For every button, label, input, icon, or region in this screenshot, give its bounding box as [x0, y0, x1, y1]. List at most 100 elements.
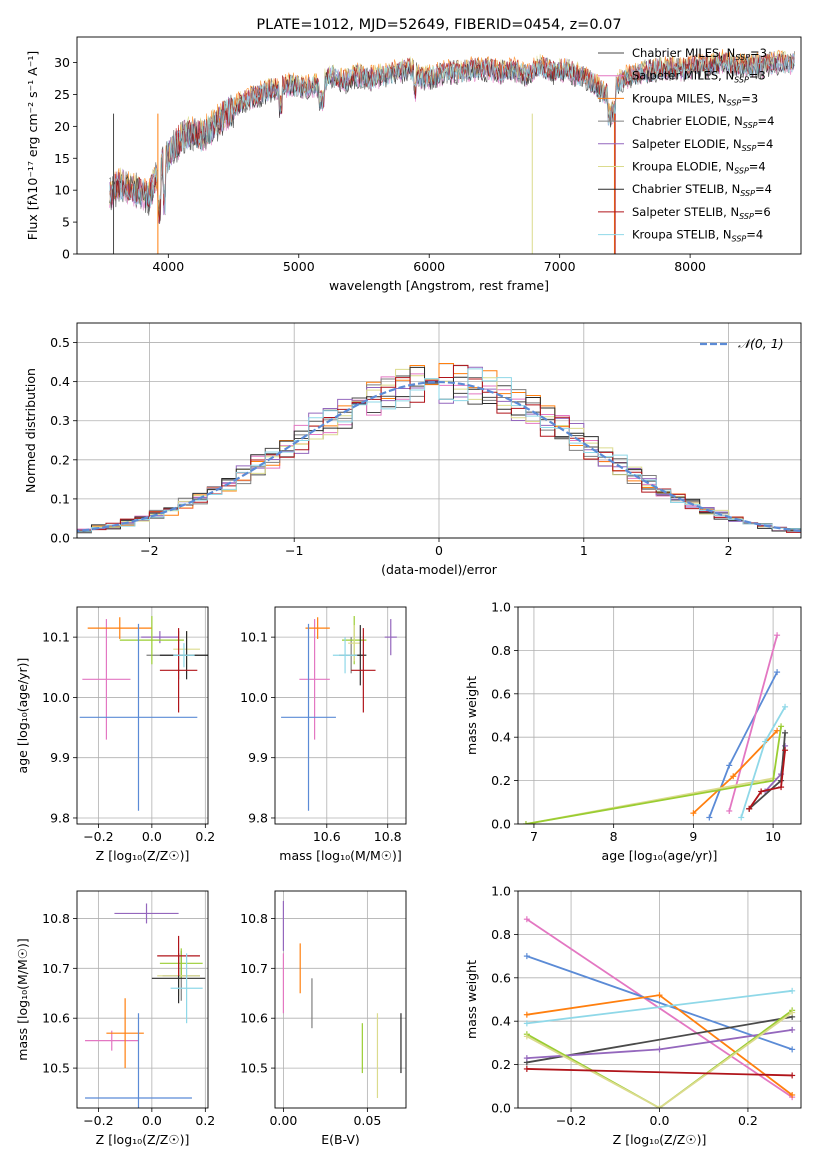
legend-label-text: Salpeter STELIB, N: [632, 205, 739, 219]
axes-frame: [76, 36, 802, 255]
x-tick-label: 7: [530, 829, 538, 844]
y-tick-label: 0.5: [50, 335, 70, 350]
axes-frame: [76, 890, 209, 1109]
spectrum-series-line: [109, 53, 795, 214]
weight-line: [748, 750, 786, 810]
y-axis-label: mass weight: [464, 960, 479, 1039]
y-axis-label: age [log₁₀(age/yr)]: [15, 658, 30, 774]
y-tick-label: 0.2: [50, 452, 70, 467]
x-tick-label: 8: [610, 829, 618, 844]
y-tick-label: 10.8: [42, 911, 70, 926]
weight-line: [526, 1011, 793, 1108]
y-tick-label: 10.1: [42, 630, 70, 645]
axes-frame: [517, 606, 802, 825]
x-tick-label: 0.2: [738, 1113, 758, 1128]
legend-subscript: SSP: [734, 167, 749, 176]
weight-line: [728, 634, 778, 812]
legend-label-value: =4: [746, 228, 763, 242]
y-tick-label: 0.0: [491, 817, 511, 832]
legend-label: Salpeter STELIB, NSSP=6: [632, 205, 771, 221]
y-tick-label: 0.6: [491, 686, 511, 701]
legend-label: Chabrier MILES, NSSP=3: [632, 46, 767, 62]
legend-label-text: Kroupa MILES, N: [632, 91, 727, 105]
legend-label: Chabrier STELIB, NSSP=4: [632, 182, 772, 198]
legend-label-value: =4: [756, 137, 773, 151]
y-tick-label: 5: [62, 215, 70, 230]
weight-line: [526, 918, 793, 1098]
y-tick-label: 9.9: [50, 750, 70, 765]
x-tick-label: −1: [285, 543, 303, 558]
y-axis-label: Normed distribution: [23, 368, 38, 493]
y-tick-label: 10: [54, 183, 70, 198]
legend-label-text: Salpeter MILES, N: [632, 69, 734, 83]
legend-label-value: =4: [755, 182, 772, 196]
axes-age_vs_Z: −0.2 0.0 0.2 9.8 9.9 10.0 10.1 Z [log₁₀(Z/Z☉)] a…: [15, 606, 215, 863]
x-tick-label: 10: [765, 829, 781, 844]
y-tick-label: 9.8: [248, 810, 268, 825]
chart-title: PLATE=1012, MJD=52649, FIBERID=0454, z=0…: [256, 17, 621, 33]
x-axis-label: (data-model)/error: [381, 562, 498, 577]
legend-subscript: SSP: [743, 121, 758, 130]
x-tick-label: 10.6: [313, 829, 341, 844]
legend-label: Kroupa ELODIE, NSSP=4: [632, 160, 766, 176]
legend-subscript: SSP: [732, 235, 747, 244]
legend-label-text: Kroupa STELIB, N: [632, 228, 732, 242]
plot-area-weight_vs_Z: [523, 916, 796, 1108]
x-tick-label: −0.2: [556, 1113, 586, 1128]
axes-spectrum: 4000 5000 6000 7000 8000 0 5 10 15 20 25 30 waveleng…: [25, 17, 802, 293]
y-tick-label: 25: [54, 87, 70, 102]
axes-frame: [76, 322, 802, 539]
y-tick-label: 1.0: [491, 884, 511, 899]
x-tick-label: 6000: [413, 259, 445, 274]
axes-weight_vs_Z: −0.2 0.0 0.2 0.0 0.2 0.4 0.6 0.8 1.0 Z [log₁₀(Z/Z…: [464, 884, 802, 1147]
y-tick-label: 30: [54, 55, 70, 70]
legend: 𝒩(0, 1): [700, 336, 784, 351]
y-tick-label: 0.1: [50, 491, 70, 506]
y-tick-label: 0.6: [491, 970, 511, 985]
x-tick-label: 9: [689, 829, 697, 844]
legend-label-text: Kroupa ELODIE, N: [632, 160, 734, 174]
y-tick-label: 10.0: [42, 690, 70, 705]
x-tick-label: 0.00: [269, 1113, 297, 1128]
axes-frame: [274, 890, 407, 1109]
legend-subscript: SSP: [740, 189, 755, 198]
legend-label-value: =4: [749, 160, 766, 174]
x-tick-label: 2: [725, 543, 733, 558]
y-tick-label: 10.7: [42, 961, 70, 976]
axes-mass_vs_EBV: 0.00 0.05 10.5 10.6 10.7 10.8 E(B-V): [240, 890, 407, 1147]
y-axis-label: Flux [fλ10⁻¹⁷ erg cm⁻² s⁻¹ A⁻¹]: [25, 51, 40, 240]
axes-residuals: −2 −1 0 1 2 0.0 0.1 0.2 0.3 0.4 0.5 (data-model)/er…: [23, 322, 802, 577]
x-tick-label: 5000: [283, 259, 315, 274]
y-tick-label: 0.2: [491, 773, 511, 788]
y-tick-label: 10.6: [240, 1011, 268, 1026]
plot-area-age_vs_Z: [79, 616, 208, 811]
x-tick-label: −2: [140, 543, 158, 558]
legend-label-text: Chabrier ELODIE, N: [632, 114, 743, 128]
weight-line: [526, 989, 793, 1025]
legend-label-text: Salpeter ELODIE, N: [632, 137, 742, 151]
legend-label-value: =3: [749, 69, 766, 83]
plot-area-mass_vs_EBV: [282, 900, 402, 1099]
y-tick-label: 20: [54, 119, 70, 134]
axes-age_vs_mass: 10.6 10.8 9.8 9.9 10.0 10.1 mass [log₁₀(M/M☉)]: [240, 606, 407, 863]
y-tick-label: 10.5: [42, 1061, 70, 1076]
y-tick-label: 0.8: [491, 643, 511, 658]
weight-line: [526, 955, 793, 1051]
x-tick-label: −0.2: [83, 1113, 113, 1128]
gaussian-reference-curve: [77, 380, 801, 533]
legend-label-text: Chabrier MILES, N: [632, 46, 735, 60]
legend-label-text: Chabrier STELIB, N: [632, 182, 740, 196]
legend-subscript: SSP: [742, 144, 757, 153]
weight-line: [526, 1009, 793, 1108]
x-tick-label: 0: [435, 543, 443, 558]
y-tick-label: 9.9: [248, 750, 268, 765]
y-tick-label: 1.0: [491, 600, 511, 615]
plot-area-residuals: [77, 363, 801, 538]
x-axis-label: Z [log₁₀(Z/Z☉)]: [96, 848, 190, 863]
y-tick-label: 0.0: [491, 1101, 511, 1116]
x-tick-label: 7000: [544, 259, 576, 274]
y-tick-label: 9.8: [50, 810, 70, 825]
x-tick-label: 1: [580, 543, 588, 558]
plot-area-age_vs_mass: [281, 616, 397, 811]
